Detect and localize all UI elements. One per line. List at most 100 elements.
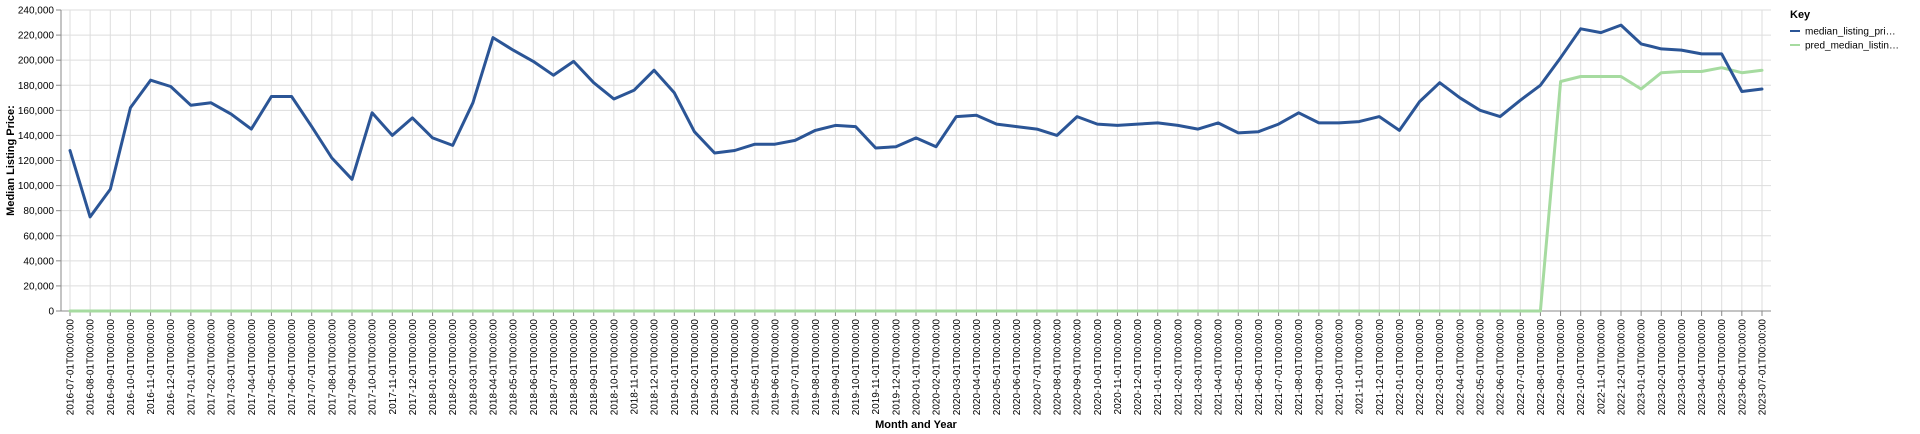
x-tick-label: 2020-07-01T00:00:00 [1032, 319, 1043, 416]
x-tick-label: 2022-02-01T00:00:00 [1415, 319, 1426, 416]
y-tick-label: 80,000 [23, 206, 54, 217]
x-tick-label: 2022-10-01T00:00:00 [1576, 319, 1587, 416]
x-tick-label: 2020-11-01T00:00:00 [1113, 319, 1124, 415]
x-tick-label: 2021-05-01T00:00:00 [1234, 319, 1245, 416]
legend-label: median_listing_pri… [1805, 27, 1896, 38]
axes: 0 20,000 40,000 60,000 80,000 100,000 120,000 1… [18, 6, 1771, 416]
series-line-median-listing-pri [68, 23, 1764, 219]
x-tick-label: 2018-06-01T00:00:00 [529, 319, 540, 416]
x-axis-title: Month and Year [875, 419, 957, 431]
y-tick-label: 60,000 [23, 231, 54, 242]
x-tick-label: 2018-10-01T00:00:00 [609, 319, 620, 416]
x-tick-label: 2020-01-01T00:00:00 [912, 319, 923, 416]
x-tick-label: 2020-04-01T00:00:00 [972, 319, 983, 416]
x-tick-label: 2018-02-01T00:00:00 [448, 319, 459, 416]
y-tick-label: 120,000 [18, 156, 55, 167]
y-tick-label: 40,000 [23, 256, 54, 267]
x-tick-label: 2016-10-01T00:00:00 [126, 319, 137, 416]
x-tick-label: 2018-03-01T00:00:00 [468, 319, 479, 416]
x-tick-label: 2019-02-01T00:00:00 [690, 319, 701, 416]
x-tick-label: 2021-01-01T00:00:00 [1153, 319, 1164, 416]
x-tick-label: 2023-02-01T00:00:00 [1657, 319, 1668, 416]
x-tick-label: 2021-02-01T00:00:00 [1173, 319, 1184, 416]
x-tick-label: 2020-03-01T00:00:00 [952, 319, 963, 416]
x-tick-label: 2019-10-01T00:00:00 [851, 319, 862, 416]
x-tick-label: 2021-12-01T00:00:00 [1375, 319, 1386, 416]
x-tick-label: 2016-08-01T00:00:00 [86, 319, 97, 416]
x-tick-label: 2021-08-01T00:00:00 [1294, 319, 1305, 416]
x-tick-label: 2017-03-01T00:00:00 [227, 319, 238, 416]
x-tick-label: 2022-03-01T00:00:00 [1435, 319, 1446, 416]
x-tick-label: 2022-07-01T00:00:00 [1516, 319, 1527, 416]
x-tick-label: 2023-07-01T00:00:00 [1758, 319, 1769, 416]
x-tick-label: 2018-01-01T00:00:00 [428, 319, 439, 416]
y-tick-label: 200,000 [18, 56, 55, 67]
y-tick-label: 100,000 [18, 181, 55, 192]
x-tick-label: 2019-09-01T00:00:00 [831, 319, 842, 416]
legend-title: Key [1790, 9, 1811, 21]
x-tick-label: 2023-03-01T00:00:00 [1677, 319, 1688, 416]
legend: Key median_listing_pri… pred_median_listi… [1790, 9, 1899, 52]
x-tick-label: 2018-04-01T00:00:00 [489, 319, 500, 416]
x-tick-label: 2020-10-01T00:00:00 [1093, 319, 1104, 416]
x-tick-label: 2019-04-01T00:00:00 [730, 319, 741, 416]
x-tick-label: 2019-08-01T00:00:00 [811, 319, 822, 416]
x-tick-label: 2022-06-01T00:00:00 [1496, 319, 1507, 416]
y-tick-label: 20,000 [23, 281, 54, 292]
x-tick-label: 2019-11-01T00:00:00 [871, 319, 882, 415]
x-tick-label: 2017-12-01T00:00:00 [408, 319, 419, 416]
x-tick-label: 2021-09-01T00:00:00 [1314, 319, 1325, 416]
x-tick-label: 2018-11-01T00:00:00 [630, 319, 641, 415]
x-tick-label: 2019-01-01T00:00:00 [670, 319, 681, 416]
x-tick-label: 2018-08-01T00:00:00 [569, 319, 580, 416]
x-tick-label: 2020-09-01T00:00:00 [1073, 319, 1084, 416]
x-tick-label: 2021-07-01T00:00:00 [1274, 319, 1285, 416]
x-tick-label: 2022-08-01T00:00:00 [1536, 319, 1547, 416]
y-tick-label: 180,000 [18, 81, 55, 92]
x-tick-label: 2020-02-01T00:00:00 [932, 319, 943, 416]
x-tick-label: 2022-05-01T00:00:00 [1476, 319, 1487, 416]
x-tick-label: 2021-10-01T00:00:00 [1335, 319, 1346, 416]
x-tick-label: 2019-05-01T00:00:00 [750, 319, 761, 416]
x-tick-label: 2019-07-01T00:00:00 [791, 319, 802, 416]
x-tick-label: 2020-06-01T00:00:00 [1012, 319, 1023, 416]
x-tick-label: 2018-09-01T00:00:00 [589, 319, 600, 416]
x-tick-label: 2017-07-01T00:00:00 [307, 319, 318, 416]
x-tick-label: 2023-05-01T00:00:00 [1717, 319, 1728, 416]
x-tick-label: 2022-11-01T00:00:00 [1596, 319, 1607, 415]
x-tick-label: 2017-04-01T00:00:00 [247, 319, 258, 416]
x-tick-label: 2021-04-01T00:00:00 [1214, 319, 1225, 416]
x-tick-label: 2020-08-01T00:00:00 [1053, 319, 1064, 416]
x-tick-label: 2019-12-01T00:00:00 [891, 319, 902, 416]
legend-label: pred_median_listin… [1805, 41, 1899, 52]
x-tick-label: 2022-04-01T00:00:00 [1455, 319, 1466, 416]
y-tick-label: 220,000 [18, 31, 55, 42]
x-tick-label: 2023-01-01T00:00:00 [1637, 319, 1648, 416]
x-tick-label: 2017-10-01T00:00:00 [368, 319, 379, 416]
x-tick-label: 2023-04-01T00:00:00 [1697, 319, 1708, 416]
y-tick-label: 0 [48, 307, 54, 318]
x-tick-label: 2022-09-01T00:00:00 [1556, 319, 1567, 416]
y-tick-label: 160,000 [18, 106, 55, 117]
x-tick-label: 2016-12-01T00:00:00 [166, 319, 177, 416]
legend-items: median_listing_pri… pred_median_listin… [1790, 27, 1899, 52]
gridlines [61, 9, 1771, 312]
x-tick-label: 2023-06-01T00:00:00 [1737, 319, 1748, 416]
x-tick-label: 2017-02-01T00:00:00 [207, 319, 218, 416]
x-tick-label: 2017-01-01T00:00:00 [186, 319, 197, 416]
x-tick-label: 2021-06-01T00:00:00 [1254, 319, 1265, 416]
x-tick-label: 2019-03-01T00:00:00 [710, 319, 721, 416]
x-tick-label: 2018-12-01T00:00:00 [650, 319, 661, 416]
x-tick-label: 2020-05-01T00:00:00 [992, 319, 1003, 416]
x-tick-label: 2017-06-01T00:00:00 [287, 319, 298, 416]
x-tick-label: 2017-09-01T00:00:00 [348, 319, 359, 416]
y-axis-title: Median Listing Price: [5, 105, 17, 216]
x-tick-label: 2022-01-01T00:00:00 [1395, 319, 1406, 416]
x-tick-label: 2016-07-01T00:00:00 [66, 319, 77, 416]
x-tick-label: 2021-03-01T00:00:00 [1194, 319, 1205, 416]
x-tick-label: 2020-12-01T00:00:00 [1133, 319, 1144, 416]
x-tick-label: 2022-12-01T00:00:00 [1617, 319, 1628, 416]
y-tick-label: 140,000 [18, 131, 55, 142]
series-lines [68, 23, 1764, 313]
